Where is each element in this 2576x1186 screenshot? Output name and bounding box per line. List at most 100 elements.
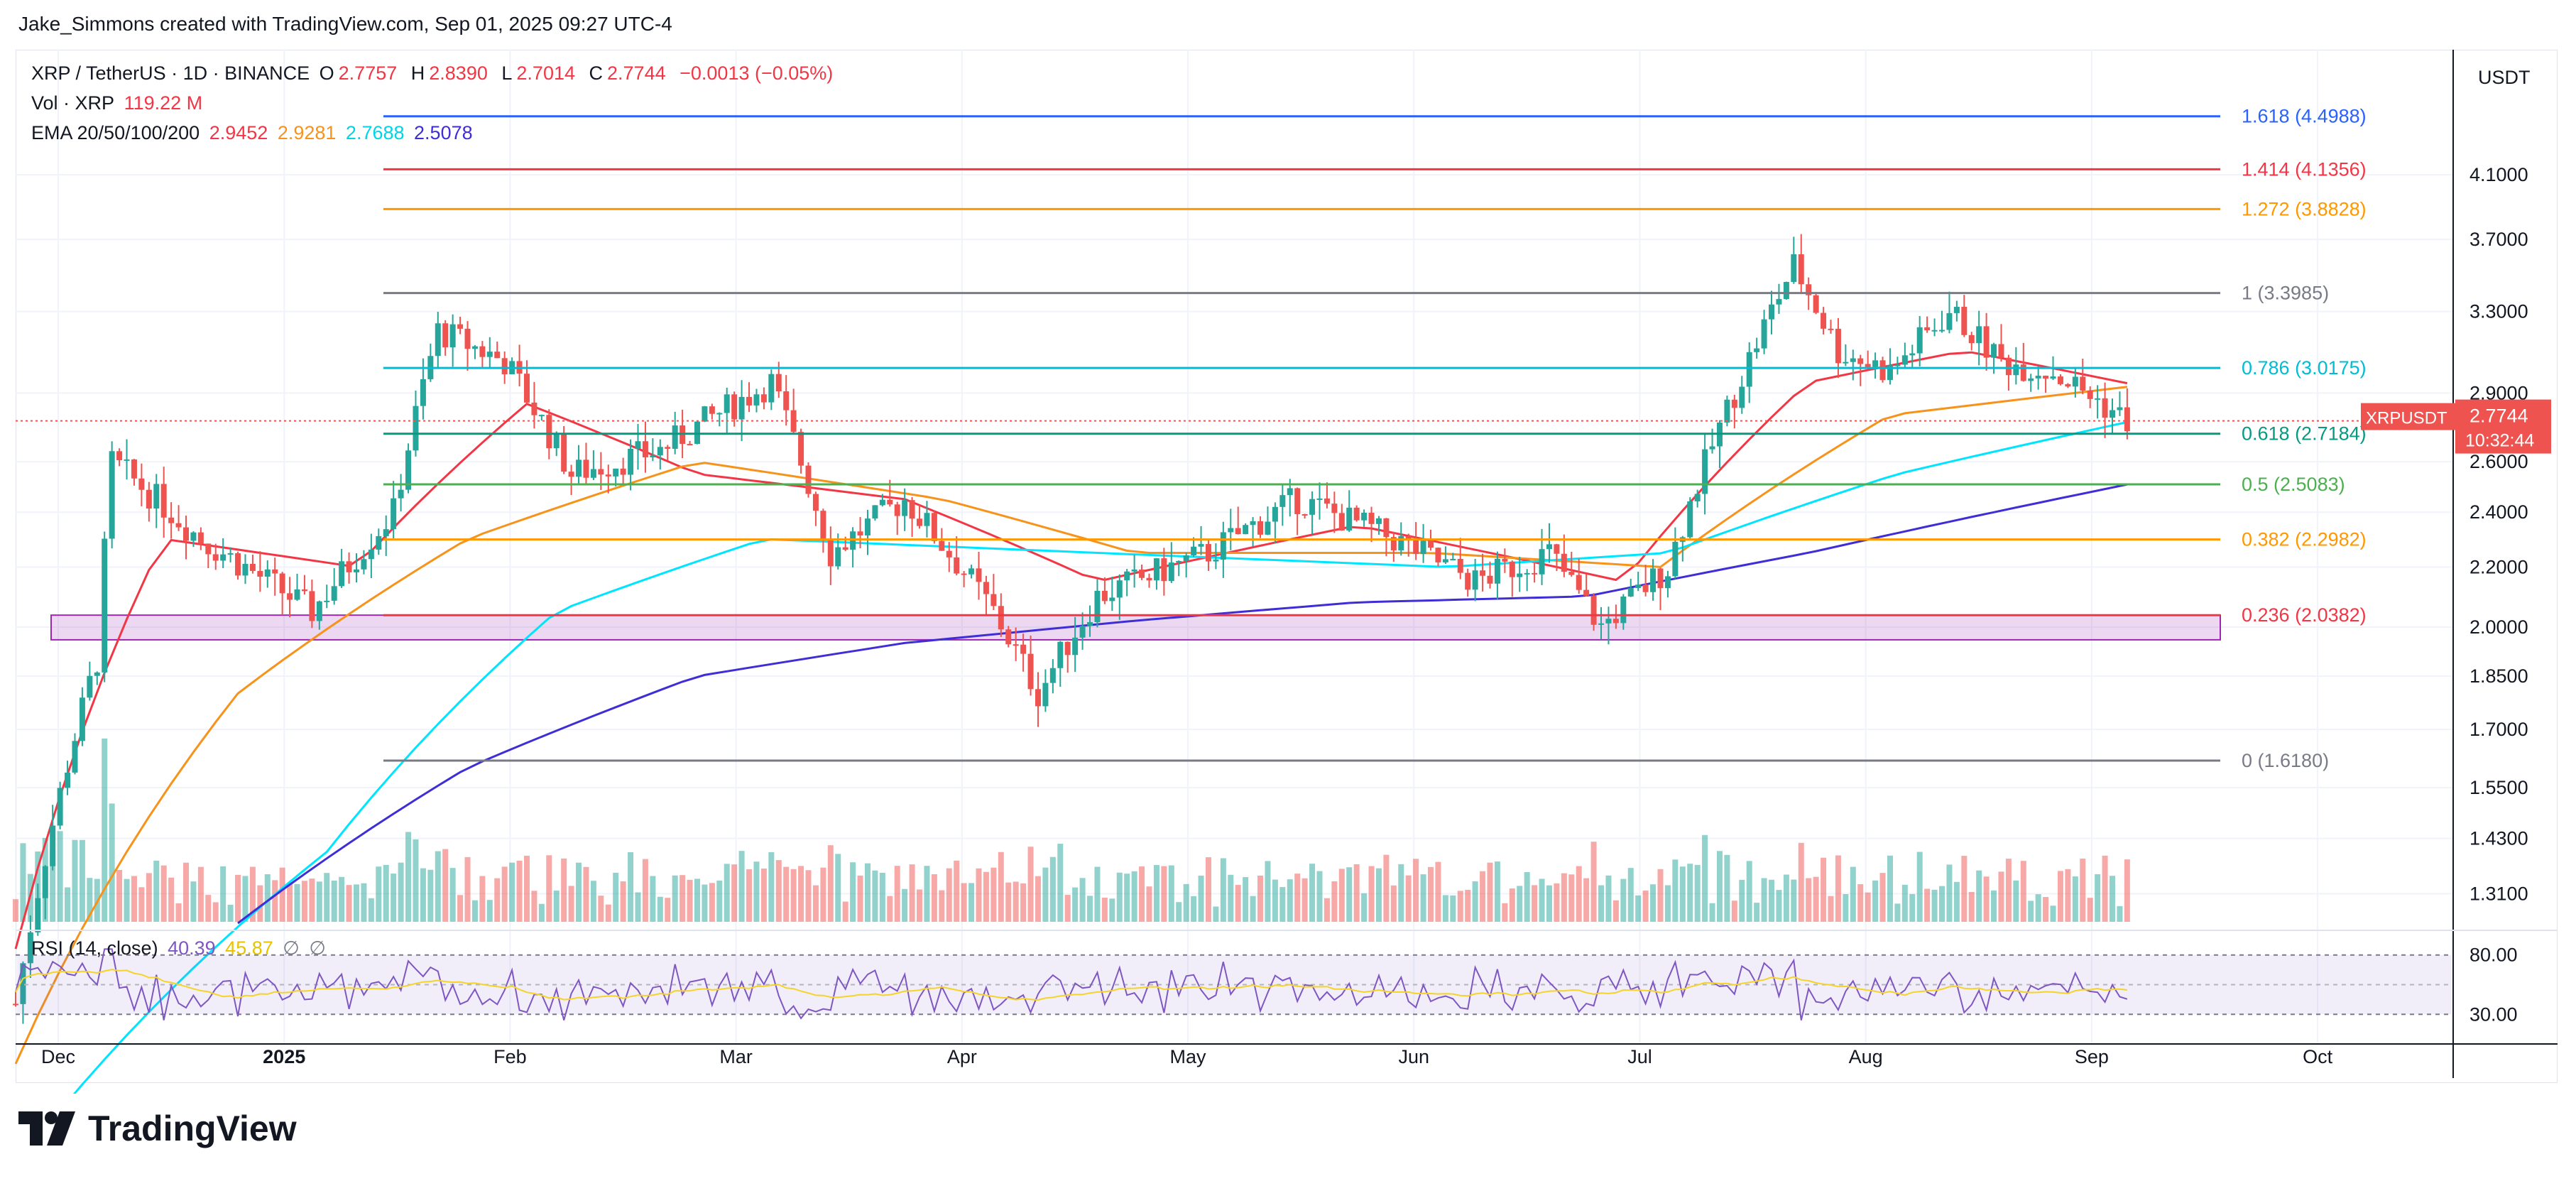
volume-bar [583, 866, 589, 922]
candle-body [435, 323, 441, 357]
candle-body [1635, 584, 1642, 589]
candle-body [1761, 319, 1767, 349]
candle-body [1191, 546, 1197, 555]
candle-body [368, 549, 374, 560]
candle-body [1101, 590, 1108, 602]
candle-body [398, 489, 404, 499]
candle-body [1605, 619, 1612, 624]
volume-bar [976, 868, 982, 922]
candle-body [294, 589, 300, 600]
volume-bar [1991, 890, 1997, 922]
candle-body [316, 601, 322, 621]
volume-bar [1383, 854, 1390, 922]
volume-bar [924, 866, 930, 922]
volume-bar [1724, 854, 1730, 922]
time-tick: Jun [1398, 1046, 1429, 1067]
volume-bar [471, 900, 478, 922]
volume-bar [383, 864, 389, 922]
volume-bar [2028, 901, 2034, 922]
volume-bar [1620, 878, 1627, 922]
candle-body [264, 569, 271, 577]
candle-body [1724, 399, 1730, 423]
volume-bar [635, 892, 641, 922]
volume-bar [435, 851, 441, 922]
volume-bar [1554, 883, 1560, 922]
volume-bar [798, 866, 804, 922]
candle-body [1398, 535, 1404, 550]
candle-body [1213, 560, 1219, 562]
candle-body [457, 324, 464, 329]
candle-body [168, 517, 175, 523]
candle-body [301, 589, 307, 592]
low-value: 2.7014 [516, 62, 575, 84]
price-chart[interactable]: 1.618 (4.4988) 1.414 (4.1356) 1.272 (3.882… [0, 0, 2576, 1094]
volume-bar [1338, 869, 1345, 922]
candle-body [1953, 307, 1960, 313]
fib-label: 1.618 (4.4988) [2242, 106, 2367, 127]
candle-body [1502, 558, 1508, 562]
candle-body [279, 573, 285, 594]
volume-bar [1005, 882, 1012, 922]
candle-body [1939, 330, 1945, 332]
volume-bar [902, 888, 908, 922]
candle-body [1413, 539, 1419, 555]
volume-bar [257, 885, 263, 922]
candle-body [1146, 577, 1152, 581]
time-tick: Feb [493, 1046, 527, 1067]
volume-bar [590, 881, 596, 922]
candle-body [1057, 641, 1064, 668]
candle-body [353, 569, 359, 572]
candle-body [1991, 344, 1997, 358]
volume-bar [783, 866, 790, 922]
candle-body [1539, 549, 1545, 575]
volume-bar [2057, 871, 2063, 922]
volume-bar [523, 855, 530, 922]
volume-bar [212, 902, 219, 922]
volume-bar [124, 878, 130, 922]
volume-bar [946, 868, 952, 922]
volume-bar [1887, 855, 1893, 922]
volume-bar [1287, 879, 1293, 922]
volume-bar [1168, 865, 1174, 922]
volume-bar [87, 878, 93, 922]
candle-body [1205, 544, 1211, 562]
candle-body [146, 489, 152, 509]
candle-body [72, 741, 78, 773]
volume-bar [687, 879, 693, 922]
volume-bar [894, 866, 900, 922]
candle-body [909, 500, 915, 519]
volume-bar [1798, 842, 1804, 922]
volume-bar [1635, 895, 1642, 922]
close-value: 2.7744 [607, 62, 666, 84]
volume-bar [516, 860, 523, 922]
legend-volume-line: Vol · XRP 119.22 M [31, 92, 203, 114]
volume-bar [850, 862, 856, 922]
volume-bar [353, 884, 359, 922]
candle-body [1383, 518, 1390, 538]
volume-bar [50, 849, 56, 922]
candle-body [1657, 568, 1664, 589]
candle-body [1769, 304, 1775, 320]
volume-bar [20, 843, 26, 922]
volume-bar [1916, 852, 1923, 922]
candle-body [561, 433, 567, 472]
candle-body [1042, 682, 1049, 707]
candle-body [857, 531, 863, 535]
candle-body [613, 468, 619, 477]
tradingview-logo[interactable]: TradingView [18, 1108, 297, 1149]
volume-bar [1139, 866, 1145, 922]
volume-bar [2080, 859, 2086, 922]
candle-body [376, 535, 382, 550]
candle-body [1709, 446, 1715, 450]
candle-body [79, 697, 85, 741]
candle-body [1116, 580, 1123, 598]
volume-bar [768, 852, 775, 922]
candle-body [850, 531, 856, 550]
volume-bar [1850, 866, 1856, 922]
candle-body [998, 606, 1004, 630]
price-tick: 2.2000 [2469, 556, 2528, 577]
support-zone [50, 614, 2221, 641]
candle-body [94, 672, 100, 676]
candle-body [968, 568, 975, 575]
volume-bar [835, 854, 841, 922]
